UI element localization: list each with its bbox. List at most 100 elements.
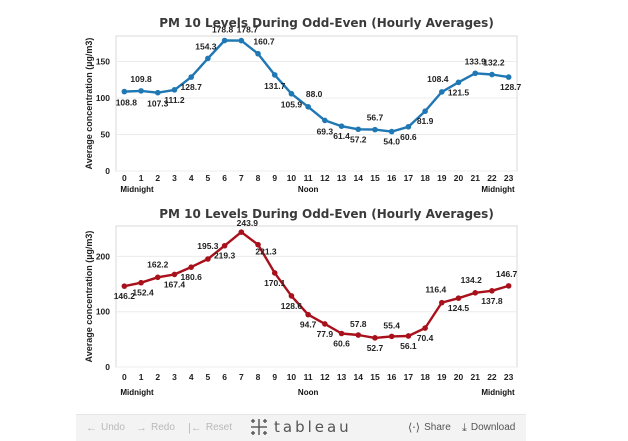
tableau-cross-icon (251, 419, 267, 435)
y-axis-label: Average concentration (µg/m3) (84, 38, 94, 170)
x-tick-label: 20 (454, 372, 464, 382)
share-icon: ⟨⋅⟩ (408, 421, 421, 434)
x-tick-label: 5 (206, 173, 211, 183)
data-point (388, 333, 395, 340)
x-tick-label: 12 (320, 173, 330, 183)
x-tick-label: 18 (420, 173, 430, 183)
chart-title: PM 10 Levels During Odd-Even (Hourly Ave… (159, 16, 494, 30)
data-point (305, 311, 311, 318)
x-tick-label: 23 (504, 372, 514, 382)
x-sub-label: Noon (298, 185, 319, 194)
data-point (221, 242, 228, 249)
share-button[interactable]: ⟨⋅⟩ Share (408, 422, 451, 433)
series-line (123, 39, 510, 133)
data-label: 107.3 (147, 99, 169, 109)
undo-label: Undo (101, 422, 125, 433)
data-point (372, 335, 378, 341)
data-point (255, 241, 261, 248)
x-tick-label: 5 (206, 372, 211, 382)
download-button[interactable]: ⤓ Download (462, 422, 515, 433)
y-tick-label: 50 (101, 130, 111, 140)
x-tick-label: 8 (256, 173, 261, 183)
data-label: 121.5 (448, 87, 470, 97)
data-label: 128.6 (281, 301, 303, 311)
data-point (188, 74, 194, 80)
x-tick-label: 1 (139, 372, 144, 382)
data-point (205, 55, 211, 62)
data-label: 195.3 (197, 241, 219, 251)
x-tick-label: 22 (487, 173, 497, 183)
data-label: 134.2 (461, 275, 483, 285)
x-tick-label: 10 (287, 372, 297, 382)
data-label: 128.7 (181, 82, 203, 92)
y-axis-label: Average concentration (µg/m3) (84, 231, 94, 363)
data-label: 221.3 (255, 247, 277, 257)
data-point (154, 274, 161, 281)
x-tick-label: 16 (387, 372, 397, 382)
undo-button[interactable]: ← Undo (86, 422, 125, 433)
data-label: 54.0 (383, 137, 400, 147)
x-tick-label: 15 (370, 173, 380, 183)
data-label: 128.7 (500, 82, 522, 92)
x-tick-label: 12 (320, 372, 330, 382)
data-point (472, 70, 479, 77)
data-label: 57.8 (350, 319, 367, 329)
data-point (472, 289, 479, 296)
redo-label: Redo (151, 422, 175, 433)
data-label: 60.6 (333, 338, 350, 348)
data-point (338, 123, 345, 129)
x-sub-label: Midnight (120, 185, 154, 194)
x-tick-label: 4 (189, 372, 194, 382)
x-tick-label: 2 (155, 372, 160, 382)
redo-button[interactable]: → Redo (136, 422, 175, 433)
redo-arrow-icon: → (136, 421, 147, 434)
data-label: 219.3 (214, 251, 236, 261)
data-label: 154.3 (195, 41, 217, 51)
data-label: 69.3 (317, 126, 334, 136)
data-point (322, 117, 328, 124)
x-tick-label: 13 (337, 372, 347, 382)
data-point (188, 264, 194, 270)
data-point (422, 325, 428, 331)
data-point (355, 126, 362, 133)
data-point (405, 333, 412, 339)
x-tick-label: 15 (370, 372, 380, 382)
x-tick-label: 0 (122, 173, 127, 183)
data-point (505, 74, 512, 80)
data-point (372, 126, 378, 133)
data-point (121, 283, 128, 289)
x-tick-label: 9 (272, 173, 277, 183)
x-tick-label: 11 (304, 173, 313, 183)
x-sub-label: Noon (298, 388, 319, 397)
data-label: 61.4 (333, 131, 350, 141)
x-tick-label: 6 (222, 173, 227, 183)
data-label: 152.4 (132, 288, 154, 298)
x-tick-label: 7 (239, 372, 244, 382)
data-point (405, 123, 412, 130)
data-point (138, 279, 144, 286)
x-tick-label: 13 (337, 173, 347, 183)
x-tick-label: 9 (272, 372, 277, 382)
reset-button[interactable]: |← Reset (188, 422, 232, 433)
data-label: 52.7 (367, 343, 384, 353)
reset-icon: |← (188, 421, 202, 434)
data-label: 60.6 (400, 132, 417, 142)
data-point (288, 90, 295, 97)
x-sub-label: Midnight (481, 185, 515, 194)
data-label: 111.2 (164, 95, 185, 105)
data-point (355, 332, 362, 338)
data-label: 108.8 (116, 98, 138, 108)
y-tick-label: 0 (105, 362, 110, 372)
x-tick-label: 2 (155, 173, 160, 183)
x-tick-label: 1 (139, 173, 144, 183)
tableau-logo[interactable]: tableau (248, 416, 352, 438)
data-point (422, 108, 428, 115)
x-tick-label: 20 (454, 173, 464, 183)
x-sub-label: Midnight (481, 388, 515, 397)
data-label: 56.7 (367, 113, 384, 123)
data-point (505, 283, 512, 289)
data-label: 94.7 (300, 320, 317, 330)
reset-label: Reset (205, 422, 232, 433)
undo-arrow-icon: ← (86, 421, 97, 434)
